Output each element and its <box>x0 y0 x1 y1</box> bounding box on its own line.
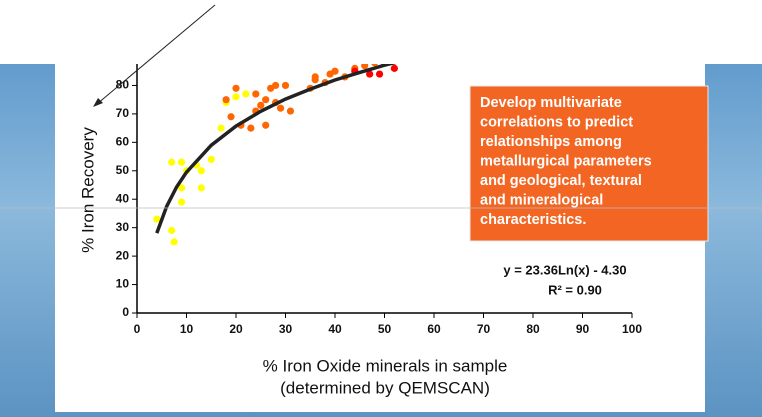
x-tick-label: 50 <box>378 322 392 336</box>
point <box>198 184 205 191</box>
x-tick-label: 90 <box>576 322 590 336</box>
y-tick-label: 30 <box>116 220 130 234</box>
x-tick-label: 0 <box>134 322 141 336</box>
x-tick-label: 10 <box>180 322 194 336</box>
y-tick-label: 40 <box>116 191 130 205</box>
point <box>247 125 254 132</box>
x-tick-label: 100 <box>622 322 642 336</box>
point <box>391 65 398 72</box>
y-tick-label: 60 <box>116 135 130 149</box>
y-tick-label: 70 <box>116 106 130 120</box>
y-tick-label: 50 <box>116 163 130 177</box>
callout-line: correlations to predict <box>480 114 633 130</box>
title-band <box>0 0 762 64</box>
point <box>262 96 269 103</box>
point <box>178 159 185 166</box>
point <box>171 238 178 245</box>
point <box>257 102 264 109</box>
point <box>232 85 239 92</box>
point <box>168 159 175 166</box>
y-tick-label: 20 <box>116 248 130 262</box>
point <box>252 90 259 97</box>
callout-line: and mineralogical <box>480 192 603 208</box>
point <box>331 68 338 75</box>
x-tick-label: 60 <box>427 322 441 336</box>
point <box>242 90 249 97</box>
slide: 0 10 20 30 40 50 60 70 80 0 10 20 30 40 50 60 70 80 90 100%… <box>0 0 762 417</box>
point <box>282 82 289 89</box>
callout-line: Develop multivariate <box>480 95 622 111</box>
point <box>178 198 185 205</box>
point <box>287 107 294 114</box>
r-squared: R² = 0.90 <box>548 282 602 297</box>
callout-line: and geological, textural <box>480 173 642 189</box>
x-axis-title: (determined by QEMSCAN) <box>280 378 490 397</box>
callout-line: relationships among <box>480 134 622 150</box>
point <box>227 113 234 120</box>
point <box>218 125 225 132</box>
point <box>262 122 269 129</box>
y-tick-label: 0 <box>122 305 129 319</box>
x-tick-label: 80 <box>526 322 540 336</box>
x-tick-label: 70 <box>477 322 491 336</box>
point <box>277 105 284 112</box>
point <box>272 82 279 89</box>
point <box>376 70 383 77</box>
x-tick-label: 30 <box>279 322 293 336</box>
callout-line: metallurgical parameters <box>480 153 652 169</box>
y-axis-title: % Iron Recovery <box>78 127 97 253</box>
x-tick-label: 40 <box>328 322 342 336</box>
x-tick-label: 20 <box>229 322 243 336</box>
point <box>208 156 215 163</box>
point <box>312 73 319 80</box>
callout-line: characteristics. <box>480 212 586 228</box>
equation: y = 23.36Ln(x) - 4.30 <box>503 262 626 277</box>
point <box>232 93 239 100</box>
y-tick-label: 10 <box>116 277 130 291</box>
point <box>198 167 205 174</box>
point <box>168 227 175 234</box>
x-axis-title: % Iron Oxide minerals in sample <box>263 356 508 375</box>
point <box>223 96 230 103</box>
y-tick-label: 80 <box>116 78 130 92</box>
